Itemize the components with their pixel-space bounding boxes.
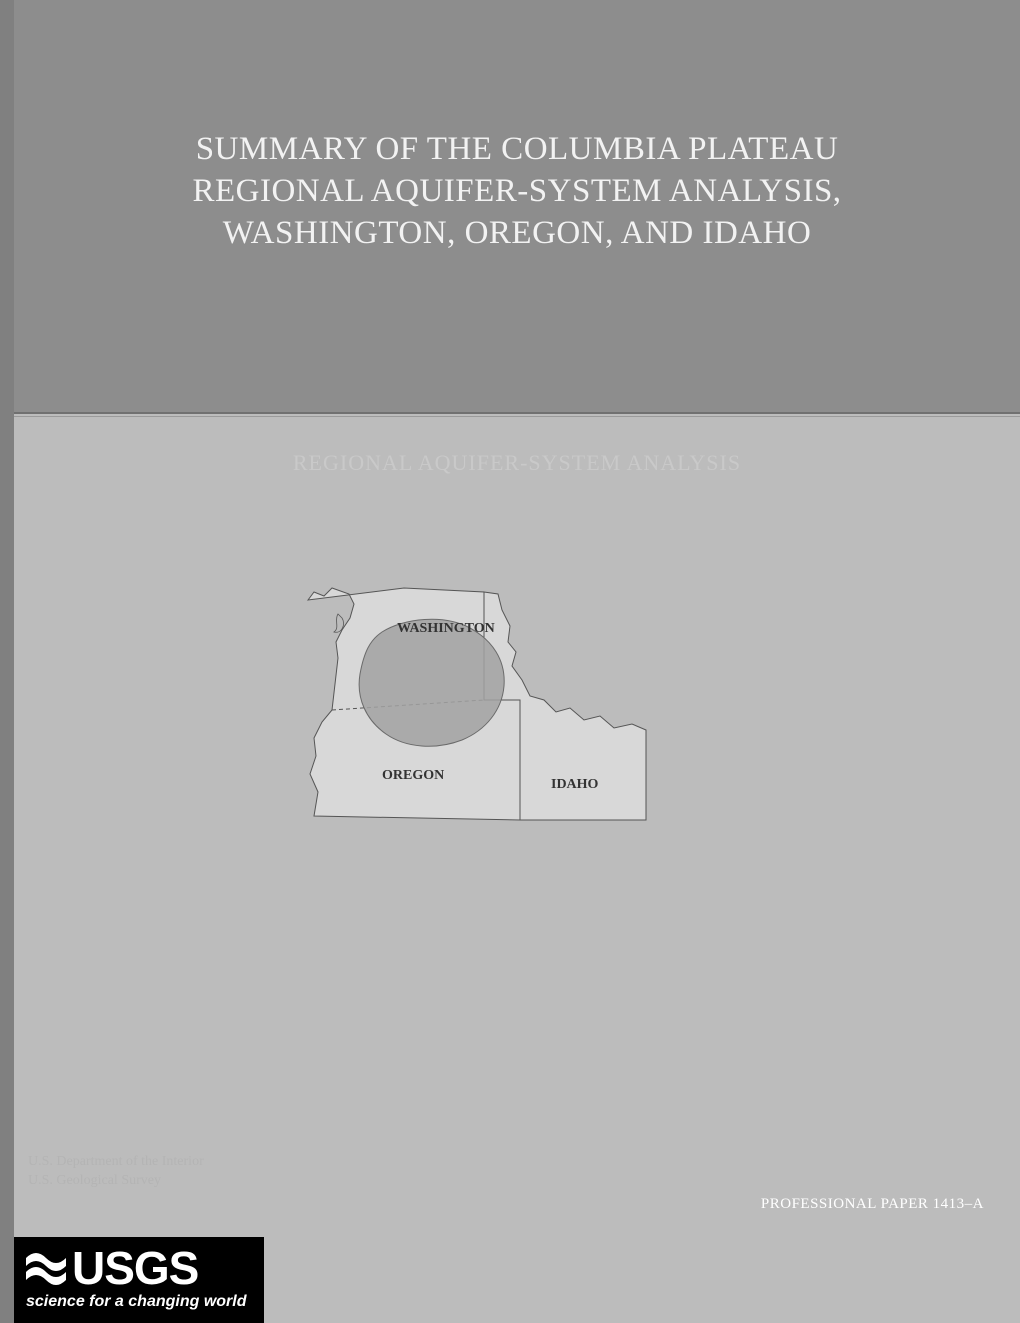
map-svg: WASHINGTON OREGON IDAHO: [294, 570, 694, 860]
usgs-wave-icon: [26, 1248, 66, 1288]
label-washington: WASHINGTON: [397, 621, 495, 636]
cover-page: SUMMARY OF THE COLUMBIA PLATEAU REGIONAL…: [0, 0, 1020, 1323]
locator-map: WASHINGTON OREGON IDAHO: [294, 570, 694, 860]
title-line-3: WASHINGTON, OREGON, AND IDAHO: [14, 212, 1020, 254]
usgs-acronym: USGS: [72, 1245, 198, 1291]
label-idaho: IDAHO: [551, 777, 599, 792]
aquifer-region: [359, 619, 504, 746]
usgs-tagline: science for a changing world: [26, 1293, 252, 1311]
divider-rule: [14, 412, 1020, 414]
title-line-1: SUMMARY OF THE COLUMBIA PLATEAU: [14, 128, 1020, 170]
department-credit: U.S. Department of the Interior U.S. Geo…: [28, 1152, 204, 1191]
document-title: SUMMARY OF THE COLUMBIA PLATEAU REGIONAL…: [14, 128, 1020, 255]
dept-line-1: U.S. Department of the Interior: [28, 1152, 204, 1172]
dept-line-2: U.S. Geological Survey: [28, 1171, 204, 1191]
usgs-logo: USGS: [26, 1245, 252, 1291]
usgs-logo-block: USGS science for a changing world: [14, 1237, 264, 1323]
label-oregon: OREGON: [382, 768, 444, 783]
divider-rule-light: [14, 416, 1020, 417]
paper-number: PROFESSIONAL PAPER 1413–A: [761, 1196, 984, 1213]
series-subtitle: REGIONAL AQUIFER-SYSTEM ANALYSIS: [14, 450, 1020, 476]
title-line-2: REGIONAL AQUIFER-SYSTEM ANALYSIS,: [14, 170, 1020, 212]
